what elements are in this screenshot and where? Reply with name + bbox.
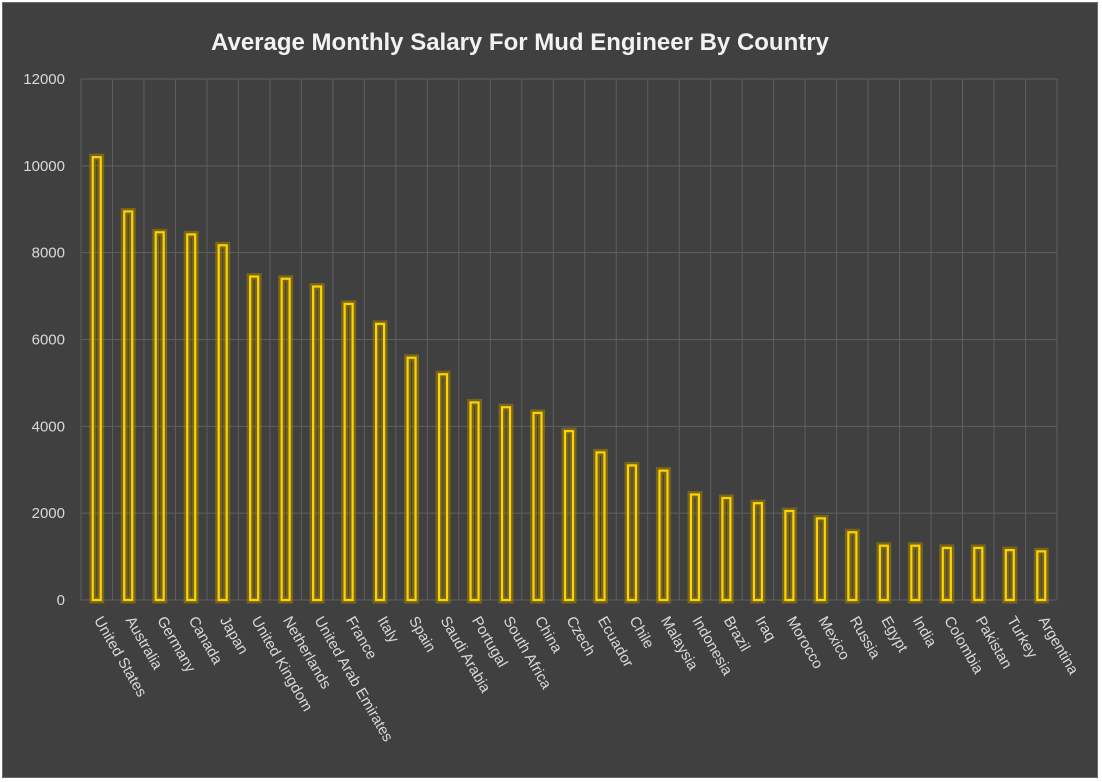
bar-turkey <box>1004 548 1015 602</box>
bar-germany <box>154 231 165 602</box>
bar-netherlands <box>280 277 291 602</box>
bar-iraq <box>752 502 764 602</box>
bar-glow <box>1002 546 1018 604</box>
bar-glow <box>970 544 986 604</box>
bar-canada <box>186 233 197 602</box>
bar-glow <box>341 300 357 604</box>
bar-glow <box>592 448 608 604</box>
bar-morocco <box>784 509 795 602</box>
bar-glow <box>435 370 451 604</box>
y-tick-label: 8000 <box>32 245 65 262</box>
bar-glow <box>939 544 955 604</box>
y-tick-label: 4000 <box>32 418 65 435</box>
bar-argentina <box>1036 550 1047 602</box>
bar-china <box>532 411 543 602</box>
bar-ecuador <box>595 451 606 602</box>
bar-saudi-arabia <box>437 373 449 602</box>
bar-glow <box>530 409 546 604</box>
bar-glow <box>152 228 168 604</box>
bar-glow <box>750 499 766 604</box>
bar-indonesia <box>689 493 701 602</box>
x-tick-label: Italy <box>374 614 403 647</box>
bar-colombia <box>941 546 952 602</box>
bar-glow <box>372 320 388 604</box>
bar-glow <box>876 542 892 604</box>
bar-glow <box>467 398 483 604</box>
bar-australia <box>123 210 134 602</box>
bar-glow <box>215 241 231 604</box>
bar-glow <box>561 427 577 604</box>
x-tick-label: Iraq <box>751 614 779 645</box>
bar-glow <box>1033 547 1049 604</box>
bar-glow <box>655 467 671 604</box>
x-tick-label: Brazil <box>720 614 753 655</box>
chart-title: Average Monthly Salary For Mud Engineer … <box>211 29 830 56</box>
bar-russia <box>847 531 858 602</box>
bar-pakistan <box>973 546 984 602</box>
x-tick-label: Argentina <box>1035 614 1082 679</box>
bar-glow <box>687 490 703 604</box>
x-tick-label: India <box>909 614 940 651</box>
bar-united-arab-emirates <box>312 285 323 602</box>
y-tick-label: 0 <box>57 592 65 609</box>
x-tick-label: Spain <box>405 614 439 656</box>
gridlines <box>80 78 1058 601</box>
bar-glow <box>813 514 829 604</box>
bar-chart: Average Monthly Salary For Mud Engineer … <box>23 29 1082 745</box>
bar-united-kingdom <box>249 275 260 602</box>
bar-united-states <box>91 156 102 602</box>
bar-brazil <box>721 496 732 602</box>
bar-mexico <box>815 517 826 602</box>
x-tick-label: Czech <box>563 614 599 659</box>
y-axis-ticks: 0 2000 4000 6000 8000 10000 12000 <box>23 71 65 609</box>
bar-glow <box>844 528 860 604</box>
bar-chile <box>626 464 638 602</box>
bar-glow <box>907 542 923 604</box>
x-axis-labels: United StatesAustraliaGermanyCanadaJapan… <box>90 614 1082 745</box>
bar-glow <box>120 207 136 604</box>
bar-malaysia <box>658 469 669 602</box>
bar-glow <box>183 230 199 604</box>
bar-japan <box>217 244 228 602</box>
y-tick-label: 12000 <box>23 71 65 88</box>
bars <box>89 153 1049 604</box>
bar-glow <box>246 273 262 604</box>
bar-spain <box>406 356 417 602</box>
bar-italy <box>374 322 386 602</box>
bar-glow <box>89 153 105 604</box>
bar-portugal <box>469 401 480 602</box>
bar-egypt <box>878 544 889 602</box>
bar-glow <box>624 461 640 604</box>
bar-glow <box>781 507 797 604</box>
bar-india <box>910 544 921 602</box>
bar-glow <box>498 403 514 604</box>
x-tick-label: Chile <box>626 614 658 652</box>
bar-south-africa <box>500 406 512 602</box>
bar-glow <box>278 275 294 604</box>
bar-glow <box>404 354 420 604</box>
bar-france <box>343 302 354 602</box>
bar-czech <box>563 430 575 602</box>
y-tick-label: 6000 <box>32 332 65 349</box>
y-tick-label: 2000 <box>32 505 65 522</box>
bar-glow <box>309 283 325 604</box>
y-tick-label: 10000 <box>23 158 65 175</box>
